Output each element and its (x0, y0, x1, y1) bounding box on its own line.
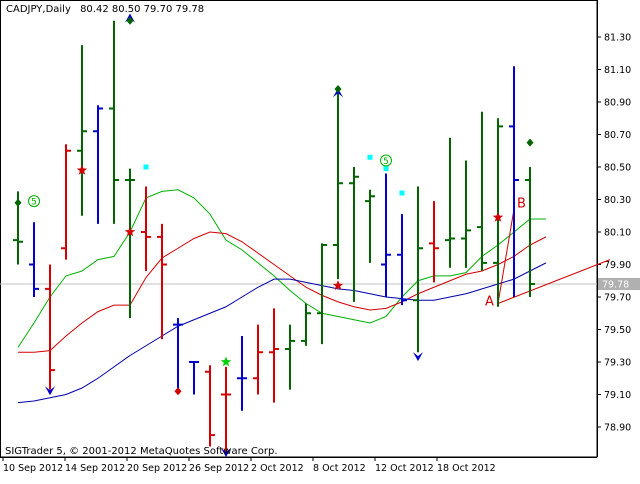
x-tick-label: 2 Oct 2012 (251, 463, 304, 474)
current-price-badge (598, 278, 640, 290)
y-tick-label: 80.90 (604, 98, 631, 109)
square-marker (383, 166, 389, 172)
diamond-marker (334, 85, 342, 93)
star-marker (76, 164, 88, 175)
x-tick-label: 8 Oct 2012 (313, 463, 366, 474)
y-tick-label: 79.90 (604, 260, 631, 271)
y-tick-label: 79.50 (604, 325, 631, 336)
star-marker (332, 280, 344, 291)
ab-label-b: B (517, 196, 526, 211)
y-tick-label: 80.10 (604, 228, 631, 239)
wave-count-label: 5 (31, 198, 37, 208)
symbol-label: CADJPY,Daily (6, 4, 71, 15)
square-marker (367, 154, 373, 160)
wave-count-circle (28, 195, 40, 208)
diamond-marker (14, 198, 22, 207)
y-tick-label: 79.10 (604, 390, 631, 401)
ab-label-a: A (485, 295, 494, 310)
diamond-marker (126, 16, 134, 25)
x-tick-label: 20 Sep 2012 (127, 463, 187, 474)
square-marker (399, 190, 405, 196)
y-tick-label: 81.30 (604, 33, 631, 44)
ma-green-line (17, 189, 546, 348)
current-price-label: 79.78 (602, 280, 629, 291)
ab-line (497, 209, 515, 304)
x-tick-label: 10 Sep 2012 (3, 463, 63, 474)
y-tick-label: 79.70 (604, 293, 631, 304)
square-marker (143, 164, 149, 170)
arrow-down-marker (413, 352, 423, 362)
x-tick-label: 26 Sep 2012 (189, 463, 249, 474)
star-marker (124, 226, 136, 237)
star-marker (492, 211, 504, 222)
x-tick-label: 14 Sep 2012 (65, 463, 125, 474)
chart-title: CADJPY,Daily 80.42 80.50 79.70 79.78 (6, 4, 204, 15)
y-tick-label: 79.30 (604, 358, 631, 369)
plot-frame (0, 0, 598, 458)
arrow-down-marker (221, 448, 231, 457)
y-tick-label: 78.90 (604, 423, 631, 434)
y-tick-label: 81.10 (604, 65, 631, 76)
x-tick-label: 18 Oct 2012 (437, 463, 496, 474)
arrow-down-marker (45, 386, 55, 396)
star-marker (220, 356, 232, 367)
ohlc-label: 80.42 80.50 79.70 79.78 (80, 4, 205, 15)
diamond-marker (174, 387, 182, 396)
y-tick-label: 80.70 (604, 130, 631, 141)
y-tick-label: 80.30 (604, 195, 631, 206)
copyright-label: SIGTrader 5, © 2001-2012 MetaQuotes Soft… (5, 446, 278, 457)
diamond-marker (526, 138, 534, 147)
ma-blue-line (17, 262, 547, 404)
wave-count-label: 5 (383, 157, 389, 167)
wave-count-circle (380, 154, 392, 167)
x-tick-label: 12 Oct 2012 (375, 463, 434, 474)
y-tick-label: 80.50 (604, 163, 631, 174)
ab-trend-line (497, 259, 611, 304)
ma-red-line (18, 231, 547, 353)
